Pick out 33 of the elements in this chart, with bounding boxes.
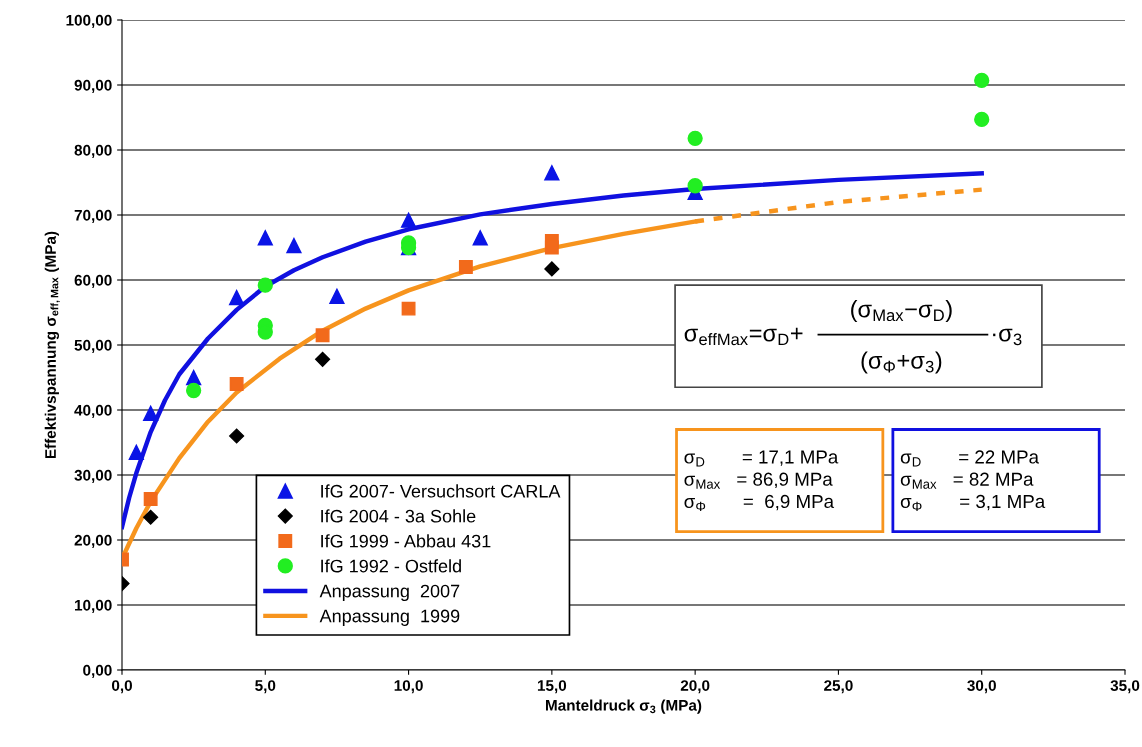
y-tick-label: 20,00 xyxy=(74,534,112,548)
y-tick-label: 90,00 xyxy=(74,79,112,93)
legend-label: IfG 1999 - Abbau 431 xyxy=(321,534,491,548)
annotation: σ$_{effMax}$=σ$_{D}$+ xyxy=(684,327,803,346)
y-tick-label: 10,00 xyxy=(75,599,112,613)
y-tick-label: 0,00 xyxy=(83,664,112,678)
y-tick-label: 40,00 xyxy=(74,404,112,418)
y-tick-label: 100,00 xyxy=(66,14,112,28)
y-tick-label: 30,00 xyxy=(74,469,112,483)
legend-label: IfG 2004 - 3a Sohle xyxy=(321,509,476,523)
annotation: (σ$_{Max}$−σ$_{D}$) xyxy=(851,300,952,323)
x-tick-label: 20,0 xyxy=(680,680,710,694)
x-tick-label: 10,0 xyxy=(394,680,423,694)
x-tick-label: 35,0 xyxy=(1110,680,1140,694)
y-tick-label: 70,00 xyxy=(74,209,112,223)
x-tick-label: 25,0 xyxy=(824,680,853,694)
x-tick-label: 5,0 xyxy=(255,680,276,694)
x-tick-label: 15,0 xyxy=(537,680,567,694)
legend-label: IfG 1992 - Ostfeld xyxy=(321,559,461,573)
x-axis-title: Manteldruck σ$_{3}$ (MPa) xyxy=(545,699,702,714)
text: σ$_{D}$ = 22 MPa σ$_{Max}$ = 82 MPa σ$_{Φ}$ = 3,1 MPa xyxy=(900,450,1046,511)
legend-label: IfG 2007- Versuchsort CARLA xyxy=(321,484,561,498)
annotation: ·σ$_{3}$ xyxy=(993,328,1022,346)
annotation: (σ$_{Φ}$+σ$_{3}$) xyxy=(861,351,942,374)
text: σ$_{D}$ = 17,1 MPa σ$_{Max}$ = 86,9 MPa σ$_{Φ}$ = 6,9 MPa xyxy=(684,450,839,511)
y-axis-title: Effektivspannung σ$_{eff,Max}$ (MPa) xyxy=(44,231,60,459)
legend-label: Anpassung 2007 xyxy=(319,584,460,601)
y-tick-label: 80,00 xyxy=(74,144,112,158)
legend-label: Anpassung 1999 xyxy=(319,609,460,626)
x-tick-label: 0,0 xyxy=(111,680,132,694)
x-tick-label: 30,0 xyxy=(967,680,996,694)
y-tick-label: 60,00 xyxy=(74,274,112,288)
y-tick-label: 50,00 xyxy=(74,339,112,353)
